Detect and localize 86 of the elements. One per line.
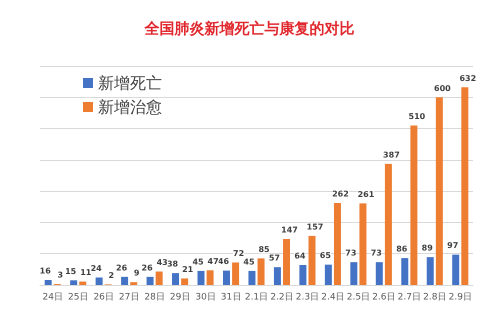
- data-label: 86: [396, 244, 408, 254]
- bar: [283, 239, 290, 285]
- x-tick-label: 2.8日: [423, 292, 446, 302]
- data-label: 9: [134, 268, 140, 278]
- x-tick-label: 27日: [118, 292, 140, 302]
- x-tick-label: 30日: [195, 292, 216, 302]
- bar: [426, 257, 434, 285]
- x-tick-label: 2.5日: [346, 292, 370, 302]
- bar: [130, 282, 138, 285]
- bar: [350, 262, 358, 285]
- chart-title: 全国肺炎新增死亡与康复的对比: [144, 20, 354, 38]
- data-label: 600: [434, 84, 452, 93]
- data-label: 157: [306, 222, 324, 232]
- x-tick-label: 2.9日: [448, 292, 472, 302]
- data-label: 38: [166, 260, 179, 269]
- data-label: 73: [345, 248, 356, 258]
- data-label: 46: [218, 257, 230, 266]
- bar: [461, 87, 468, 285]
- x-tick-label: 31日: [220, 292, 242, 302]
- data-label: 24: [90, 264, 102, 273]
- bar: [274, 267, 281, 285]
- data-label: 47: [208, 256, 219, 266]
- bar: [44, 280, 52, 285]
- bar: [324, 264, 332, 285]
- x-tick-label: 2.3日: [296, 292, 320, 302]
- data-label: 43: [156, 258, 168, 268]
- bar: [96, 277, 103, 285]
- data-label: 11: [80, 268, 92, 278]
- data-label: 26: [141, 263, 154, 272]
- data-label: 510: [408, 112, 426, 121]
- x-tick-label: 29日: [170, 292, 190, 302]
- data-label: 65: [320, 251, 332, 260]
- bar: [181, 278, 188, 285]
- data-label: 387: [383, 150, 400, 160]
- data-label: 2: [108, 270, 114, 280]
- x-tick-label: 26日: [93, 292, 114, 302]
- bar: [121, 276, 128, 285]
- bar: [384, 164, 392, 285]
- bar: [401, 258, 408, 285]
- bar: [172, 273, 180, 285]
- bar: [376, 262, 383, 285]
- data-label: 262: [332, 190, 349, 199]
- legend-label: 新增死亡: [98, 74, 162, 92]
- bar: [334, 203, 341, 285]
- x-tick-label: 2.7日: [398, 292, 421, 302]
- bar: [146, 276, 154, 285]
- bar: [206, 270, 214, 285]
- data-label: 15: [65, 266, 77, 276]
- bar: [232, 262, 240, 285]
- x-tick-label: 2.6日: [372, 292, 396, 302]
- bar: [156, 272, 163, 285]
- bar: [198, 270, 205, 285]
- data-label: 64: [294, 251, 306, 260]
- bar: [79, 282, 86, 285]
- bar: [70, 280, 78, 285]
- bar: [308, 236, 316, 285]
- data-label: 147: [281, 226, 298, 235]
- bar: [299, 264, 306, 285]
- x-tick-label: 2.2日: [270, 292, 294, 302]
- data-label: 73: [370, 248, 382, 258]
- data-label: 16: [40, 266, 52, 276]
- bar: [359, 203, 366, 285]
- x-tick-label: 28日: [144, 292, 165, 302]
- bar: [436, 97, 443, 285]
- x-tick-label: 2.4日: [321, 292, 345, 302]
- data-label: 26: [116, 263, 128, 272]
- data-label: 632: [459, 74, 476, 83]
- data-label: 45: [192, 257, 204, 266]
- data-label: 45: [243, 257, 255, 266]
- x-tick-label: 2.1日: [244, 292, 268, 302]
- bar: [452, 254, 460, 285]
- data-label: 72: [233, 248, 244, 258]
- bar: [222, 270, 230, 285]
- data-label: 21: [182, 264, 194, 274]
- data-label: 3: [57, 270, 64, 280]
- x-tick-label: 25日: [68, 292, 88, 302]
- data-label: 261: [358, 190, 375, 199]
- data-label: 85: [258, 244, 270, 254]
- data-label: 57: [268, 254, 280, 263]
- legend-label: 新增治愈: [98, 98, 162, 116]
- bar: [258, 258, 265, 285]
- x-tick-label: 24日: [42, 292, 63, 302]
- data-label: 97: [447, 241, 458, 250]
- data-label: 89: [422, 244, 434, 253]
- bar: [410, 125, 418, 285]
- bar: [248, 270, 256, 285]
